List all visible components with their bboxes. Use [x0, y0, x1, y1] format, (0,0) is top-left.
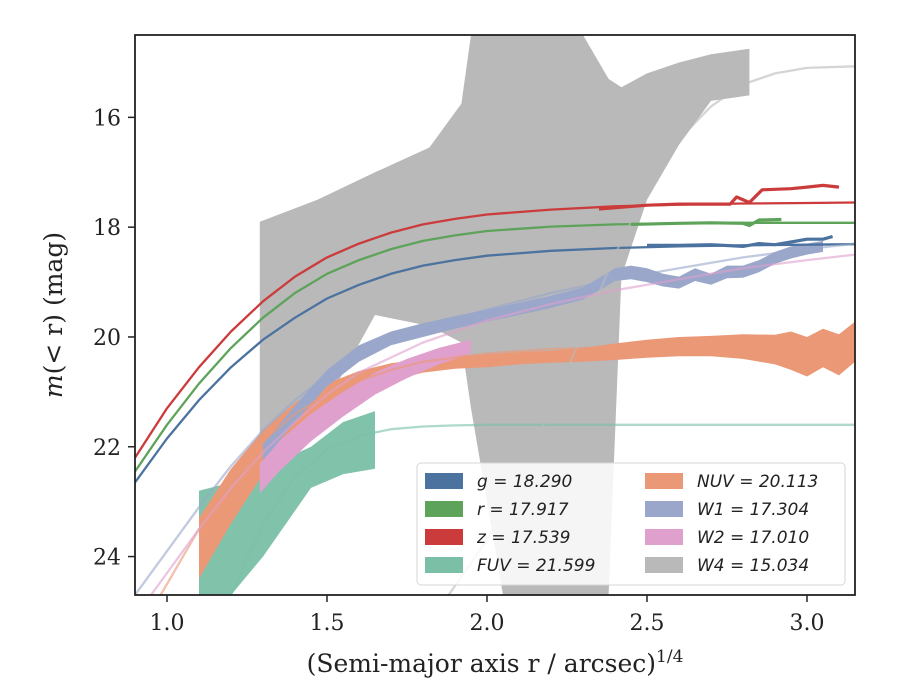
legend-label-g: g = 18.290	[477, 472, 572, 492]
legend-label-w1: W1 = 17.304	[697, 500, 809, 520]
y-tick-label: 22	[93, 436, 121, 461]
x-tick-label: 1.5	[310, 611, 345, 636]
y-tick-label: 18	[93, 216, 121, 241]
plot-frame	[134, 34, 856, 596]
band-fuv	[199, 411, 375, 595]
legend-swatch-w2	[645, 529, 683, 545]
x-tick-label: 1.0	[150, 611, 185, 636]
legend-swatch-w1	[645, 501, 683, 517]
x-axis-label-main: (Semi-major axis r / arcsec)	[307, 649, 656, 678]
y-axis-label-rest: (< r) (mag)	[39, 232, 68, 374]
x-tick-label: 2.5	[630, 611, 665, 636]
legend-label-w2: W2 = 17.010	[697, 528, 809, 548]
lines-layer	[135, 65, 855, 595]
line-r-data	[630, 217, 782, 228]
legend-swatch-nuv	[645, 473, 683, 489]
band-w1	[263, 240, 823, 461]
plot-area	[135, 35, 855, 595]
legend-label-w4: W4 = 15.034	[697, 556, 809, 576]
y-tick-label: 16	[93, 106, 121, 131]
x-tick-label: 2.0	[470, 611, 505, 636]
line-w1-model	[135, 242, 855, 595]
line-fuv-model	[229, 423, 855, 595]
legend: g = 18.290 r = 17.917 z = 17.539 FUV = 21.5…	[416, 462, 846, 586]
legend-swatch-z	[425, 529, 463, 545]
legend-swatch-r	[425, 501, 463, 517]
legend-box	[416, 462, 846, 586]
ticks-layer: 1.0 1.5 2.0 2.5 3.0 16 18 20 22 24	[93, 106, 825, 636]
line-g-data	[647, 234, 834, 248]
line-z-data	[598, 183, 840, 211]
y-tick-label: 20	[93, 326, 121, 351]
x-tick-label: 3.0	[790, 611, 825, 636]
line-w2-model	[150, 253, 855, 595]
y-axis-label: m(< r) (mag)	[39, 232, 68, 398]
legend-label-nuv: NUV = 20.113	[697, 472, 818, 492]
legend-label-z: z = 17.539	[476, 528, 570, 548]
x-axis-label: (Semi-major axis r / arcsec)1/4	[307, 647, 684, 678]
band-w2	[259, 339, 471, 494]
line-nuv-model	[159, 342, 855, 595]
y-axis-label-m: m	[39, 374, 68, 398]
legend-swatch-g	[425, 473, 463, 489]
y-tick-label: 24	[93, 546, 121, 571]
legend-label-r: r = 17.917	[477, 500, 569, 520]
x-axis-label-sup: 1/4	[656, 647, 683, 667]
legend-label-fuv: FUV = 21.599	[477, 556, 595, 576]
legend-swatch-w4	[645, 557, 683, 573]
legend-swatch-fuv	[425, 557, 463, 573]
